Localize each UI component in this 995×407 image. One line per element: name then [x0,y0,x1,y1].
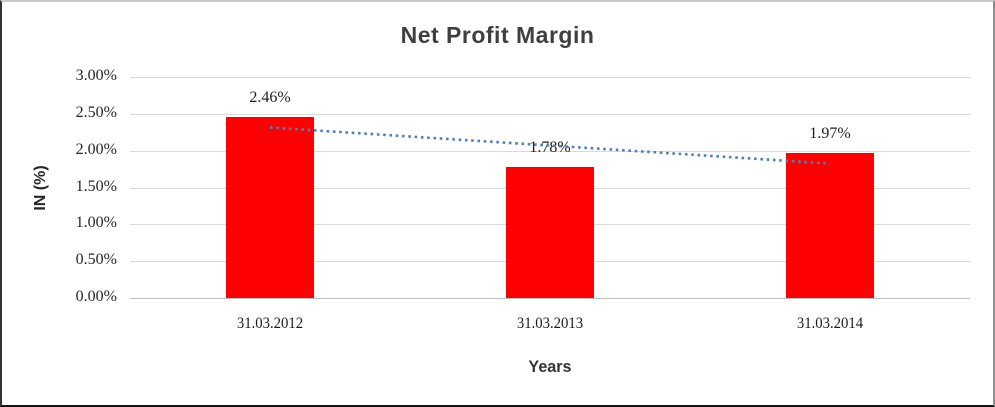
data-label: 1.97% [809,125,851,142]
bar-31.03.2012 [226,117,314,298]
data-label: 1.78% [529,139,571,156]
x-category-label: 31.03.2013 [516,315,584,332]
x-category-label: 31.03.2014 [796,315,864,332]
y-tick-label: 0.00% [75,288,117,305]
y-tick-label: 2.50% [75,104,117,121]
x-axis-title: Years [528,357,572,376]
chart-title: Net Profit Margin [400,22,595,48]
y-tick-label: 2.00% [75,141,117,158]
y-tick-label: 0.50% [75,251,117,268]
y-tick-label: 3.00% [75,67,117,84]
bar-31.03.2013 [506,167,594,298]
bar-31.03.2014 [786,153,874,298]
data-label: 2.46% [249,89,291,106]
x-category-label: 31.03.2012 [236,315,304,332]
major-gridline [130,77,970,78]
major-gridline [130,114,970,115]
y-tick-label: 1.00% [75,214,117,231]
y-tick-label: 1.50% [75,178,117,195]
x-axis-line [130,298,970,299]
